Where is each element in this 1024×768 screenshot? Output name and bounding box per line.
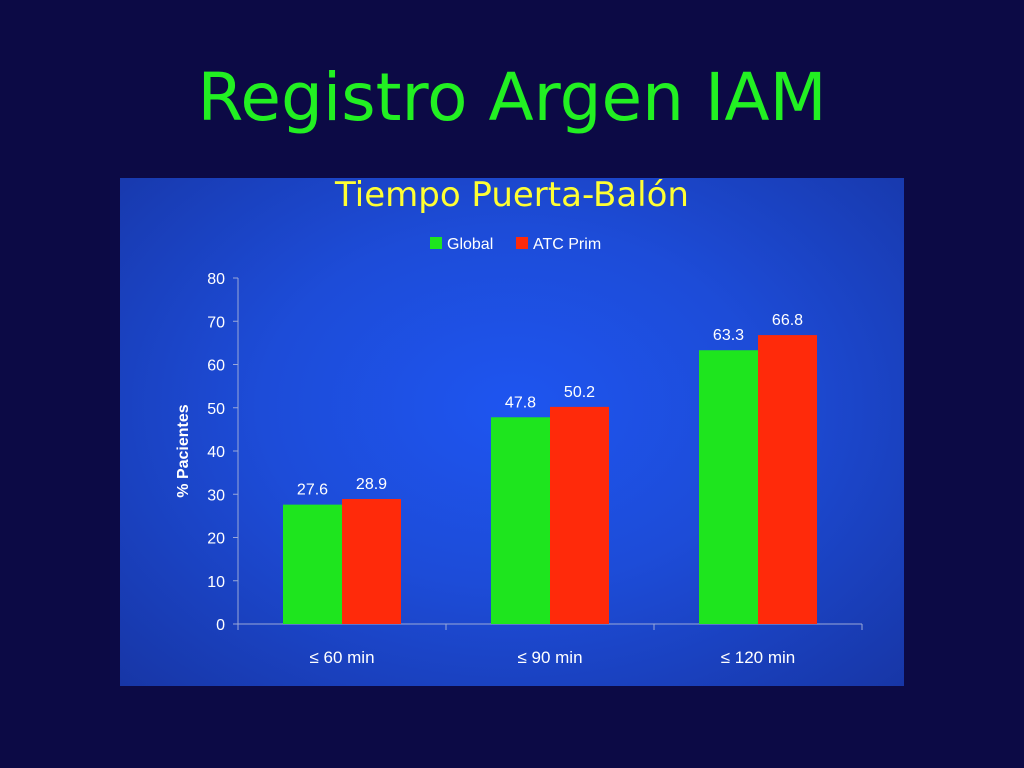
y-tick-label: 30: [207, 487, 225, 504]
legend-label-1: ATC Prim: [533, 236, 601, 253]
y-tick-label: 40: [207, 444, 225, 461]
x-category-label: ≤ 120 min: [721, 648, 796, 667]
legend-swatch-1: [516, 237, 528, 249]
data-label: 50.2: [564, 384, 595, 401]
y-tick-label: 10: [207, 574, 225, 591]
y-tick-label: 70: [207, 314, 225, 331]
data-label: 66.8: [772, 312, 803, 329]
y-axis-title: % Pacientes: [175, 404, 192, 497]
bar-atc-prim-0: [342, 499, 401, 624]
y-tick-label: 20: [207, 531, 225, 548]
data-label: 63.3: [713, 327, 744, 344]
x-category-label: ≤ 60 min: [309, 648, 374, 667]
y-tick-label: 80: [207, 271, 225, 288]
legend-swatch-0: [430, 237, 442, 249]
chart-title: Tiempo Puerta-Balón: [334, 178, 689, 215]
bar-atc-prim-2: [758, 335, 817, 624]
slide-title: Registro Argen IAM: [197, 59, 827, 136]
legend-label-0: Global: [447, 236, 493, 253]
data-label: 27.6: [297, 482, 328, 499]
data-label: 28.9: [356, 476, 387, 493]
bar-global-2: [699, 350, 758, 624]
y-tick-label: 0: [216, 617, 225, 634]
bar-chart: Tiempo Puerta-Balón Global ATC Prim % Pacie…: [175, 178, 863, 667]
x-category-label: ≤ 90 min: [517, 648, 582, 667]
data-label: 47.8: [505, 394, 536, 411]
y-tick-label: 60: [207, 358, 225, 375]
bar-global-0: [283, 504, 342, 624]
bar-atc-prim-1: [550, 406, 609, 624]
bar-global-1: [491, 417, 550, 624]
chart-panel: Tiempo Puerta-Balón Global ATC Prim % Pacie…: [120, 178, 904, 686]
y-tick-label: 50: [207, 401, 225, 418]
